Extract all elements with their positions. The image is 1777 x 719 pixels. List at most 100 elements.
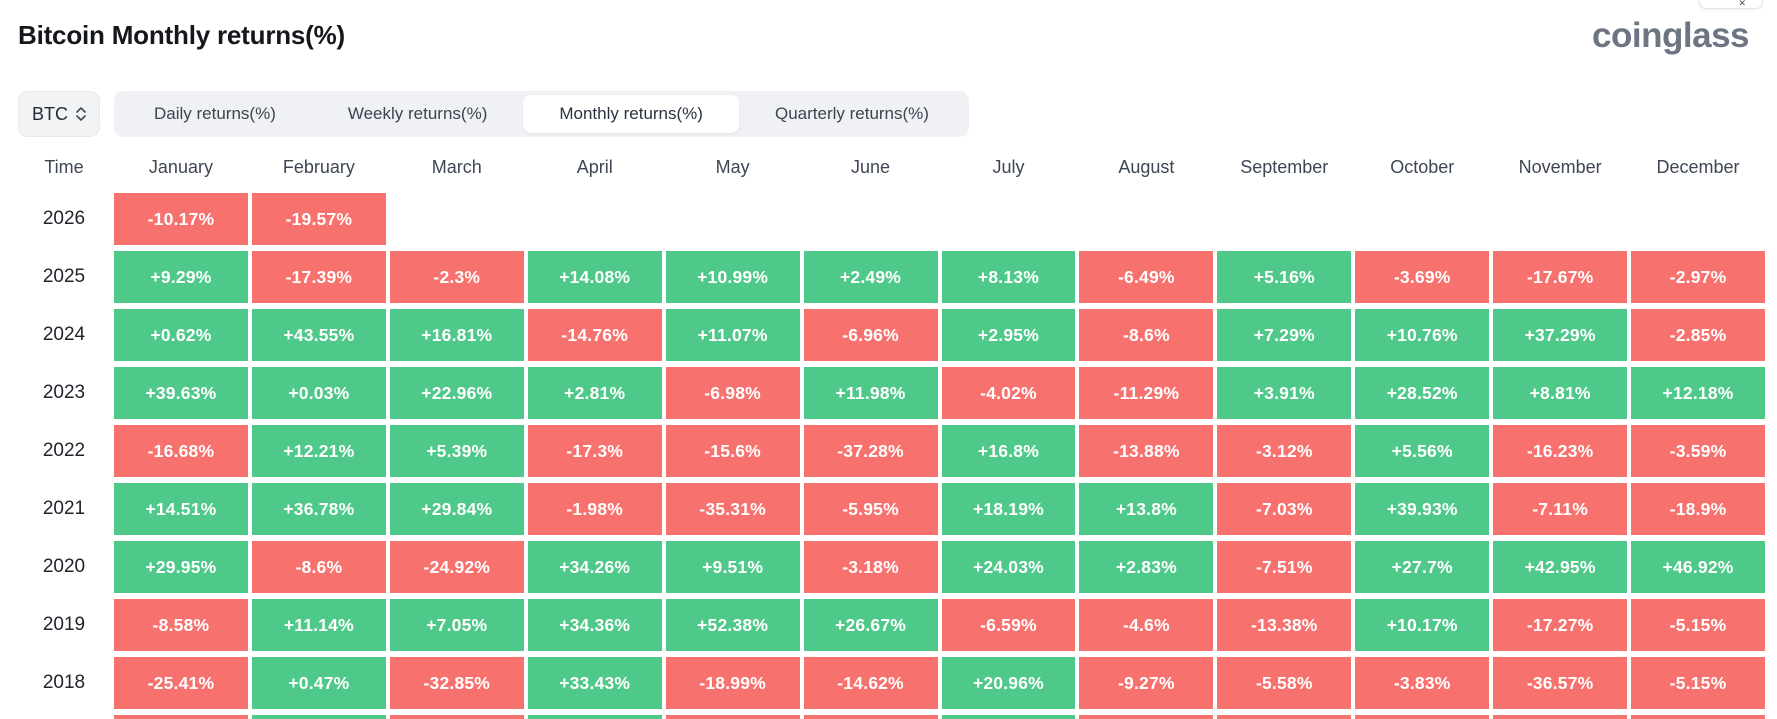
return-cell bbox=[1079, 715, 1214, 719]
return-cell: +8.81% bbox=[1493, 367, 1628, 419]
monthly-returns-table: Time January February March April May June July… bbox=[0, 147, 1777, 719]
tab-monthly-returns[interactable]: Monthly returns(%) bbox=[523, 95, 739, 133]
return-cell bbox=[1493, 715, 1628, 719]
month-column-header: November bbox=[1518, 156, 1602, 177]
year-label: 2018 bbox=[42, 672, 86, 693]
return-cell: +7.05% bbox=[389, 599, 524, 651]
return-cell: +11.07% bbox=[665, 309, 800, 361]
empty-cell bbox=[1079, 193, 1213, 245]
month-column-header: September bbox=[1240, 156, 1329, 177]
table-row: 2025 +9.29% -17.39% -2.3% +14.08% +10.99% +2.4… bbox=[18, 251, 1765, 303]
tab-weekly-returns[interactable]: Weekly returns(%) bbox=[347, 104, 488, 123]
table-row: 2026 -10.17% -19.57% bbox=[18, 193, 1765, 245]
return-cell: -36.57% bbox=[1493, 657, 1628, 709]
return-cell bbox=[665, 715, 800, 719]
return-cell: +2.81% bbox=[527, 367, 662, 419]
return-cell: -6.96% bbox=[803, 309, 938, 361]
table-row: 2020 +29.95% -8.6% -24.92% +34.26% +9.51% -3.1… bbox=[18, 541, 1765, 593]
month-column-header: August bbox=[1118, 156, 1175, 177]
return-cell: +2.83% bbox=[1079, 541, 1214, 593]
month-column-header: January bbox=[148, 156, 213, 177]
symbol-select-value: BTC bbox=[32, 103, 68, 124]
return-cell: -2.85% bbox=[1631, 309, 1765, 361]
table-header-row: Time January February March April May June July… bbox=[18, 147, 1765, 187]
return-cell: +34.36% bbox=[527, 599, 662, 651]
symbol-select[interactable]: BTC bbox=[18, 91, 100, 137]
month-column-header: February bbox=[282, 156, 355, 177]
return-cell: -2.97% bbox=[1631, 251, 1765, 303]
tab-daily-returns[interactable]: Daily returns(%) bbox=[154, 104, 276, 123]
return-cell: -32.85% bbox=[389, 657, 524, 709]
return-cell: -9.27% bbox=[1079, 657, 1214, 709]
return-cell: +18.19% bbox=[941, 483, 1076, 535]
return-cell: +34.26% bbox=[527, 541, 662, 593]
controls-bar: BTC Daily returns(%) Weekly returns(%) M… bbox=[18, 91, 1777, 137]
return-cell: -11.29% bbox=[1079, 367, 1214, 419]
empty-cell bbox=[1355, 193, 1489, 245]
month-column-header: April bbox=[576, 156, 613, 177]
return-cell: +12.18% bbox=[1631, 367, 1765, 419]
return-cell: -5.15% bbox=[1631, 599, 1765, 651]
return-cell: -7.11% bbox=[1493, 483, 1628, 535]
return-cell: +10.99% bbox=[665, 251, 800, 303]
return-cell: -3.18% bbox=[803, 541, 938, 593]
return-cell: +13.8% bbox=[1079, 483, 1214, 535]
return-cell: -35.31% bbox=[665, 483, 800, 535]
return-cell: +9.29% bbox=[114, 251, 248, 303]
return-cell bbox=[941, 715, 1076, 719]
return-cell: +37.29% bbox=[1493, 309, 1628, 361]
year-label: 2022 bbox=[42, 440, 86, 461]
return-cell: +14.51% bbox=[114, 483, 248, 535]
return-cell bbox=[803, 715, 938, 719]
empty-cell bbox=[1217, 193, 1351, 245]
month-column-header: October bbox=[1390, 156, 1455, 177]
return-cell bbox=[251, 715, 386, 719]
return-cell: -16.68% bbox=[114, 425, 248, 477]
empty-cell bbox=[804, 193, 938, 245]
return-cell: +16.8% bbox=[941, 425, 1076, 477]
return-cell: +3.91% bbox=[1217, 367, 1352, 419]
returns-period-tab-bar: Daily returns(%) Weekly returns(%) Month… bbox=[114, 91, 969, 137]
return-cell: +28.52% bbox=[1355, 367, 1490, 419]
return-cell: -7.51% bbox=[1217, 541, 1352, 593]
dismissed-popup-remnant[interactable]: ✕ bbox=[1699, 0, 1763, 9]
return-cell: +0.47% bbox=[251, 657, 386, 709]
coinglass-logo: coinglass bbox=[1592, 16, 1749, 55]
return-cell: -17.27% bbox=[1493, 599, 1628, 651]
return-cell: +14.08% bbox=[527, 251, 662, 303]
table-row: 2024 +0.62% +43.55% +16.81% -14.76% +11.07% -6… bbox=[18, 309, 1765, 361]
close-icon[interactable]: ✕ bbox=[1738, 0, 1746, 8]
return-cell: -18.9% bbox=[1631, 483, 1765, 535]
return-cell: +42.95% bbox=[1493, 541, 1628, 593]
return-cell: -10.17% bbox=[114, 193, 248, 245]
return-cell: +33.43% bbox=[527, 657, 662, 709]
month-column-header: March bbox=[431, 156, 482, 177]
return-cell: -3.59% bbox=[1631, 425, 1765, 477]
month-column-header: December bbox=[1656, 156, 1740, 177]
return-cell: -5.95% bbox=[803, 483, 938, 535]
return-cell: -19.57% bbox=[251, 193, 386, 245]
month-column-header: July bbox=[992, 156, 1025, 177]
empty-cell bbox=[390, 193, 524, 245]
return-cell: -18.99% bbox=[665, 657, 800, 709]
year-label: 2020 bbox=[42, 556, 86, 577]
tab-quarterly-returns[interactable]: Quarterly returns(%) bbox=[774, 104, 929, 123]
return-cell: +11.98% bbox=[803, 367, 938, 419]
return-cell: -25.41% bbox=[114, 657, 248, 709]
return-cell bbox=[1217, 715, 1352, 719]
return-cell: +10.76% bbox=[1355, 309, 1490, 361]
return-cell: -14.76% bbox=[527, 309, 662, 361]
page-title: Bitcoin Monthly returns(%) bbox=[18, 20, 346, 50]
return-cell: +52.38% bbox=[665, 599, 800, 651]
return-cell: -8.58% bbox=[114, 599, 248, 651]
table-row: 2022 -16.68% +12.21% +5.39% -17.3% -15.6% -37.… bbox=[18, 425, 1765, 477]
return-cell: -16.23% bbox=[1493, 425, 1628, 477]
return-cell: +5.39% bbox=[389, 425, 524, 477]
return-cell: +0.62% bbox=[114, 309, 248, 361]
return-cell: +5.16% bbox=[1217, 251, 1352, 303]
year-label bbox=[18, 715, 110, 719]
return-cell: -7.03% bbox=[1217, 483, 1352, 535]
returns-table-body: 2026 -10.17% -19.57% 2025 +9.29% -17.39% -2.3%… bbox=[18, 193, 1765, 719]
return-cell: +24.03% bbox=[941, 541, 1076, 593]
return-cell: -1.98% bbox=[527, 483, 662, 535]
